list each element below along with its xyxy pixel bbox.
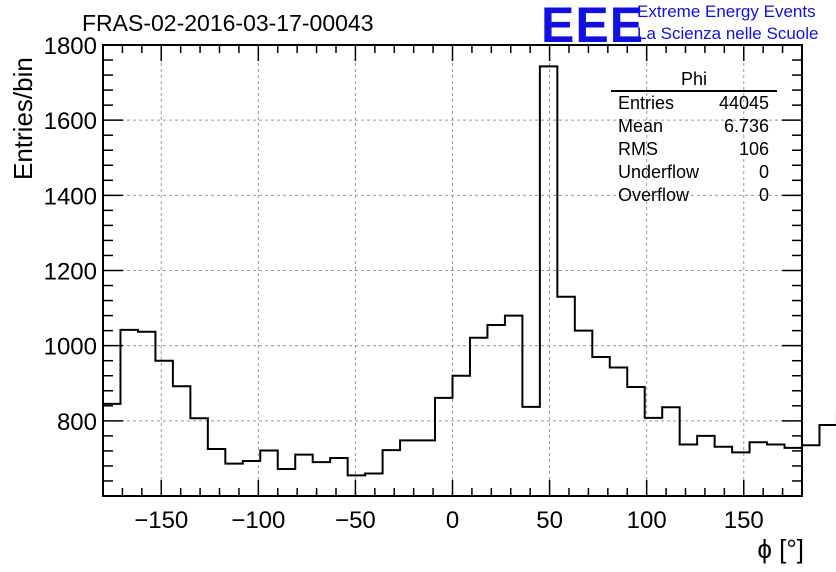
y-tick-label: 1800	[44, 33, 97, 60]
stats-title: Phi	[611, 68, 777, 92]
x-tick-label: −50	[335, 507, 376, 534]
stats-value: 6.736	[723, 116, 769, 136]
stats-row-mean: Mean 6.736	[611, 115, 777, 138]
axis-ticks	[102, 44, 803, 497]
x-tick-label: 100	[627, 507, 667, 534]
stats-row-overflow: Overflow 0	[611, 184, 777, 207]
stats-row-underflow: Underflow 0	[611, 161, 777, 184]
y-tick-label: 800	[57, 409, 97, 436]
y-axis-label: Entries/bin	[8, 57, 38, 180]
stats-label: RMS	[618, 139, 658, 159]
x-tick-label: −100	[231, 507, 285, 534]
x-tick-label: 50	[536, 507, 563, 534]
logo-line-1: Extreme Energy Events	[637, 2, 816, 21]
y-tick-label: 1200	[44, 259, 97, 286]
stats-value: 106	[738, 139, 769, 159]
y-tick-label: 1000	[44, 334, 97, 361]
y-tick-label: 1400	[44, 183, 97, 210]
x-tick-label: 0	[446, 507, 459, 534]
stats-value: 0	[758, 162, 769, 182]
stats-label: Underflow	[618, 162, 700, 182]
y-tick-label: 1600	[44, 108, 97, 135]
x-tick-label: −150	[134, 507, 188, 534]
tick-labels: −150 −100 −50 0 50 100 150 800 1000 1200 1400 1600 1…	[44, 33, 764, 534]
chart-title: FRAS-02-2016-03-17-00043	[82, 10, 374, 36]
stats-row-entries: Entries 44045	[611, 92, 777, 115]
x-axis-label: ϕ [°]	[757, 534, 804, 564]
stats-box: Phi Entries 44045 Mean 6.736 RMS 106 Und…	[611, 68, 777, 207]
eee-logo: EEE	[541, 0, 645, 53]
logo-line-2: La Scienza nelle Scuole	[637, 24, 819, 43]
stats-label: Mean	[618, 116, 664, 136]
histogram-series-line	[103, 65, 836, 477]
stats-label: Overflow	[618, 185, 690, 205]
stats-label: Entries	[618, 93, 675, 113]
x-tick-label: 150	[724, 507, 764, 534]
stats-value: 44045	[718, 93, 769, 113]
stats-row-rms: RMS 106	[611, 138, 777, 161]
stats-value: 0	[758, 185, 769, 205]
